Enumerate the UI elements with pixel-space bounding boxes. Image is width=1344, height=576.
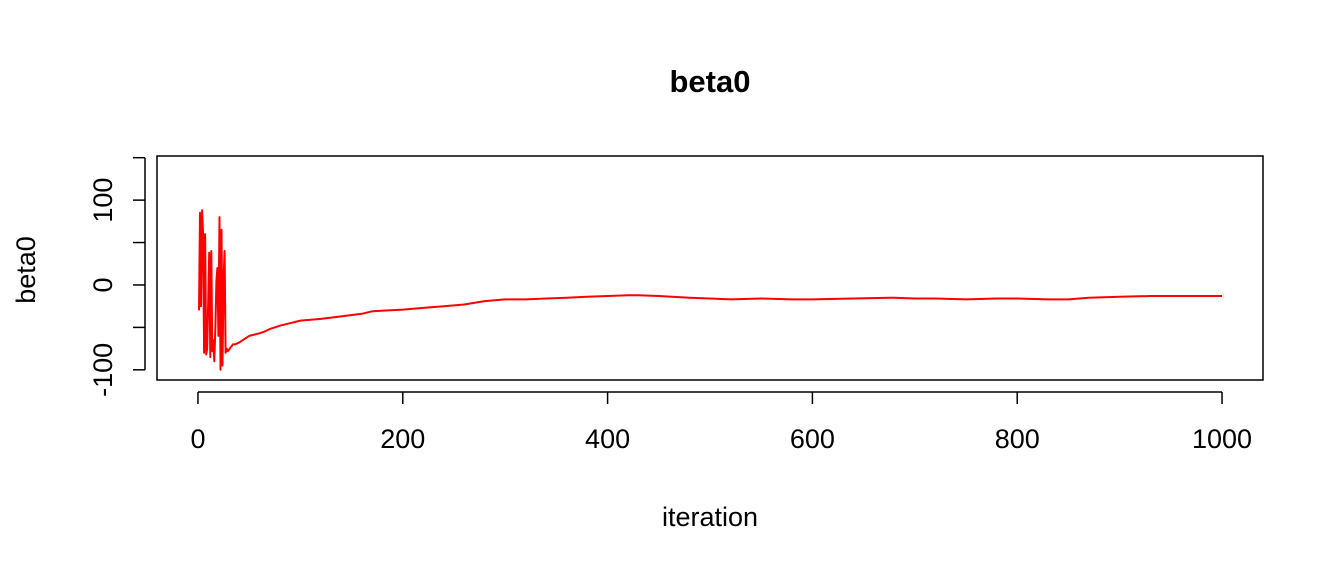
y-tick-label: 0 bbox=[88, 277, 118, 292]
x-axis: 0 200 400 600 800 1000 bbox=[190, 391, 1252, 454]
y-tick-label: 100 bbox=[88, 178, 118, 223]
y-axis-label: beta0 bbox=[11, 236, 41, 304]
x-tick-label: 800 bbox=[995, 424, 1040, 454]
plot-frame bbox=[156, 155, 1264, 381]
series-line bbox=[198, 209, 1222, 371]
chart-title: beta0 bbox=[670, 64, 751, 99]
x-tick-label: 200 bbox=[380, 424, 425, 454]
y-tick-label: -100 bbox=[88, 343, 118, 397]
x-tick-label: 600 bbox=[790, 424, 835, 454]
y-axis: -100 0 100 bbox=[88, 156, 146, 397]
x-tick-label: 1000 bbox=[1192, 424, 1252, 454]
series-layer bbox=[198, 209, 1222, 371]
x-tick-label: 400 bbox=[585, 424, 630, 454]
x-tick-label: 0 bbox=[190, 424, 205, 454]
x-axis-label: iteration bbox=[662, 502, 758, 532]
